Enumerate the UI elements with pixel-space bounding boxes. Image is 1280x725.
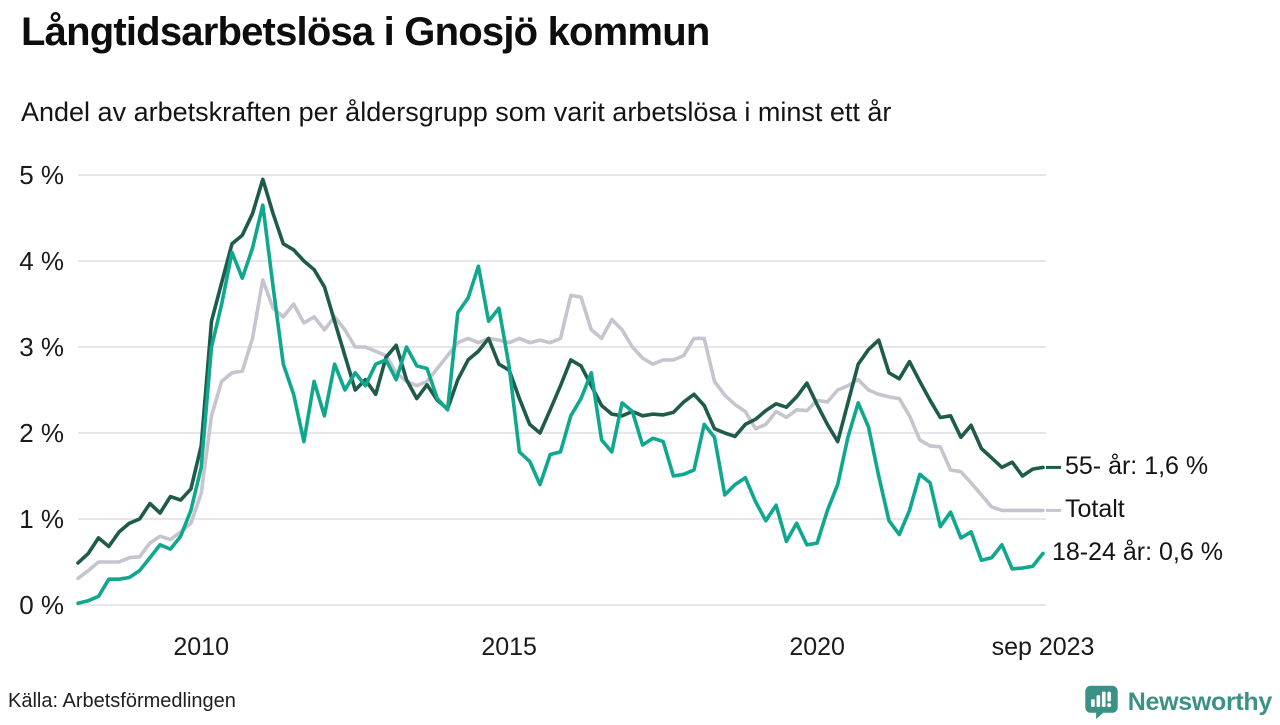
y-axis-tick-label: 5 % xyxy=(19,160,64,190)
x-axis-tick-label: sep 2023 xyxy=(991,633,1095,661)
series-end-label-totalt: Totalt xyxy=(1065,495,1125,524)
series-end-label-55-ar: 55- år: 1,6 % xyxy=(1065,452,1209,481)
x-axis-tick-label: 2020 xyxy=(789,633,845,661)
series-line-18-24-ar xyxy=(76,203,1045,606)
newsworthy-logo-text: Newsworthy xyxy=(1127,687,1273,716)
x-axis-tick-label: 2015 xyxy=(481,633,537,661)
chart-title: Långtidsarbetslösa i Gnosjö kommun xyxy=(21,10,710,54)
series-line-55-ar xyxy=(76,177,1045,565)
series-end-label-18-24-ar: 18-24 år: 0,6 % xyxy=(1052,538,1223,567)
newsworthy-logo-icon xyxy=(1083,684,1120,720)
x-axis-tick-label: 2010 xyxy=(173,633,229,661)
y-axis-tick-label: 0 % xyxy=(19,590,64,620)
source-note: Källa: Arbetsförmedlingen xyxy=(8,690,236,712)
y-axis-tick-label: 2 % xyxy=(19,418,64,448)
y-axis-tick-label: 1 % xyxy=(19,504,64,534)
newsworthy-logo: Newsworthy xyxy=(1083,684,1272,720)
series-line-totalt xyxy=(76,278,1045,581)
y-axis-tick-label: 3 % xyxy=(19,332,64,362)
chart-subtitle: Andel av arbetskraften per åldersgrupp s… xyxy=(21,97,892,127)
y-axis-tick-label: 4 % xyxy=(19,246,64,276)
